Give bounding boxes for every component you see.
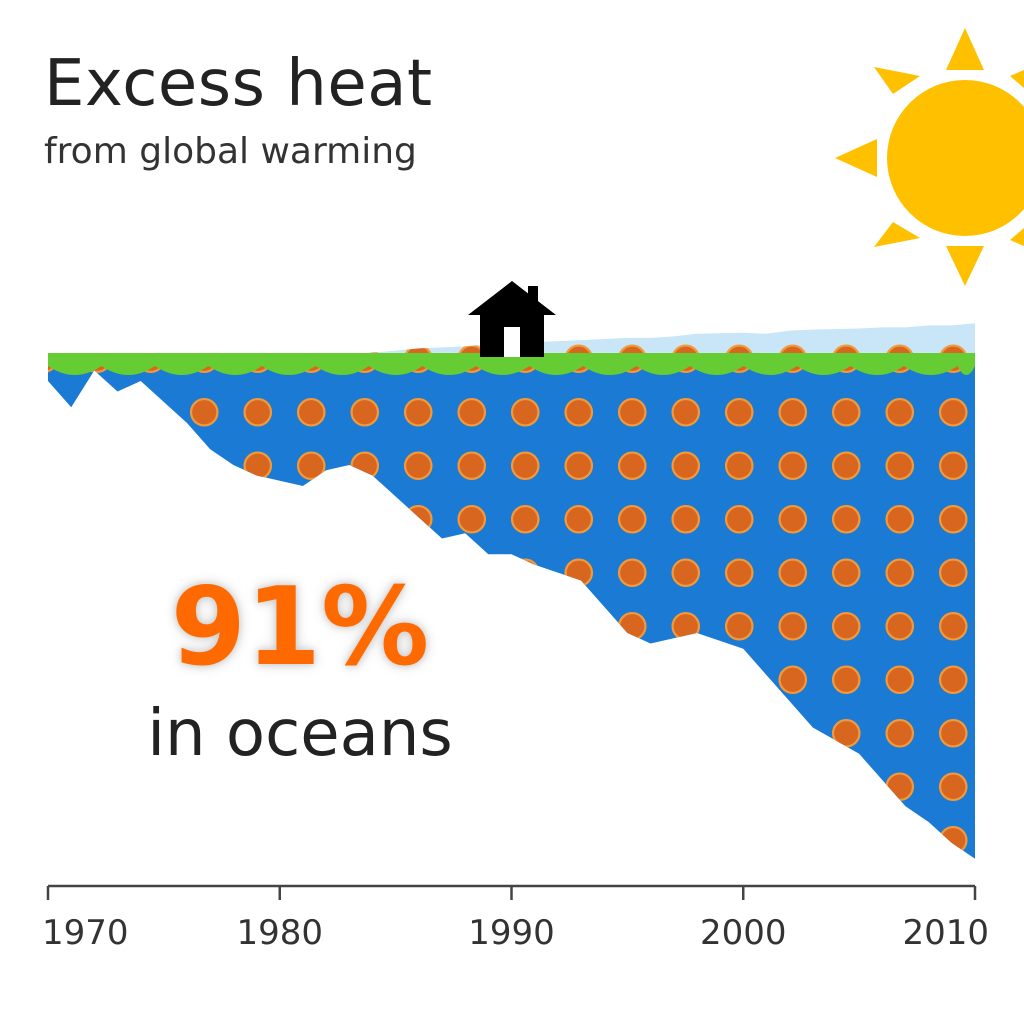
land-band-scallops [48,366,975,375]
chart-title: Excess heat [44,47,433,121]
chart-subtitle: from global warming [44,131,417,172]
house-icon [468,281,556,357]
sun-icon [835,28,1024,286]
x-tick-label: 2000 [700,913,787,953]
x-tick-label: 2010 [902,913,989,953]
land-band [48,353,975,375]
land-band-strip [48,353,975,366]
ocean-share-value: 91% [170,565,430,690]
x-tick-label: 1980 [236,913,323,953]
ocean-heat-dots [48,360,975,859]
x-axis: 1970 1980 1990 2000 2010 [42,884,989,953]
ocean-share-label: in oceans [147,697,453,771]
x-tick-label: 1990 [468,913,555,953]
x-tick-label: 1970 [42,913,129,953]
atmosphere-heat-dots [48,323,975,360]
